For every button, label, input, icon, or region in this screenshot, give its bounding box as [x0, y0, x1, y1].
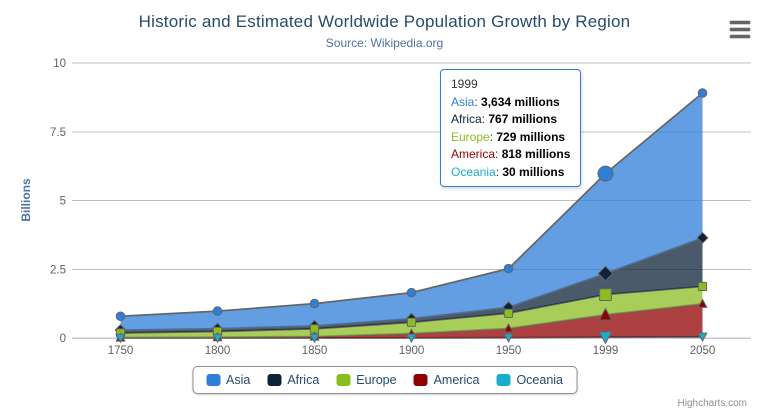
- data-point-europe-1999[interactable]: [599, 288, 612, 302]
- yaxis-title: Billions: [19, 178, 33, 222]
- data-point-america-1999[interactable]: [598, 307, 613, 321]
- data-point-asia-2050[interactable]: [697, 88, 708, 98]
- series-area-africa[interactable]: [120, 237, 703, 333]
- credits-link[interactable]: Highcharts.com: [677, 398, 747, 409]
- tooltip-series-value: 729 millions: [496, 129, 566, 144]
- tooltip-series-name: Europe: [451, 129, 490, 144]
- legend-symbol-icon: [336, 374, 351, 386]
- legend-symbol-icon: [267, 374, 282, 386]
- legend-item-africa[interactable]: Africa: [267, 373, 319, 387]
- xaxis-label: 1850: [302, 345, 328, 357]
- xaxis-label: 2050: [690, 345, 716, 357]
- data-point-oceania-1850[interactable]: [309, 333, 320, 344]
- yaxis-label: 5: [60, 196, 66, 208]
- tooltip-series-value: 818 millions: [501, 147, 571, 161]
- data-point-asia-1750[interactable]: [115, 311, 126, 322]
- data-point-asia-1800[interactable]: [212, 306, 223, 316]
- xaxis-label: 1900: [399, 345, 425, 357]
- tooltip-series-name: Asia: [451, 94, 475, 109]
- data-point-oceania-1900[interactable]: [406, 333, 417, 344]
- tooltip-row-asia: Asia: 3,634 millions: [451, 94, 560, 109]
- yaxis-label: 7.5: [50, 127, 66, 139]
- chart-title: Historic and Estimated Worldwide Populat…: [138, 12, 631, 31]
- legend-item-oceania[interactable]: Oceania: [496, 373, 563, 387]
- tooltip-series-value: 3,634 millions: [481, 94, 560, 109]
- export-context-menu-button[interactable]: [730, 21, 750, 38]
- tooltip-row-america: America: 818 millions: [451, 147, 571, 161]
- legend-symbol-icon: [206, 374, 220, 386]
- data-point-africa-1999[interactable]: [597, 265, 614, 282]
- hamburger-icon: [730, 21, 750, 25]
- data-point-africa-2050[interactable]: [696, 231, 709, 244]
- xaxis-label: 1750: [108, 345, 134, 357]
- series-area-america[interactable]: [120, 303, 703, 338]
- legend: Asia Africa Europe America Oceania: [192, 366, 577, 394]
- data-point-oceania-2050[interactable]: [697, 332, 708, 343]
- tooltip-header: 1999: [451, 77, 478, 91]
- tooltip: 1999 Asia: 3,634 millions Africa: 767 mil…: [440, 69, 582, 187]
- xaxis-label: 1999: [593, 345, 619, 357]
- legend-item-asia[interactable]: Asia: [206, 373, 250, 387]
- tooltip-row-africa: Africa: 767 millions: [451, 112, 558, 126]
- data-point-asia-1999[interactable]: [597, 165, 614, 182]
- yaxis-label: 2.5: [50, 264, 66, 276]
- tooltip-row-europe: Europe: 729 millions: [451, 129, 566, 144]
- data-point-asia-1950[interactable]: [503, 263, 514, 274]
- legend-symbol-icon: [496, 374, 511, 386]
- tooltip-series-name: America: [451, 147, 496, 161]
- data-point-europe-1900[interactable]: [406, 317, 417, 327]
- legend-label: Europe: [356, 373, 397, 387]
- data-point-europe-1950[interactable]: [503, 308, 514, 318]
- tooltip-series-value: 767 millions: [488, 112, 558, 126]
- tooltip-row-oceania: Oceania: 30 millions: [451, 164, 565, 179]
- hamburger-icon: [730, 27, 750, 32]
- tooltip-series-value: 30 millions: [502, 164, 565, 179]
- tooltip-series-name: Oceania: [451, 164, 496, 179]
- legend-symbol-icon: [413, 374, 428, 386]
- data-point-asia-1850[interactable]: [309, 298, 320, 309]
- chart-subtitle: Source: Wikipedia.org: [325, 36, 444, 50]
- legend-label: America: [433, 373, 480, 387]
- legend-label: Africa: [287, 373, 320, 387]
- data-point-oceania-1800[interactable]: [212, 333, 223, 344]
- xaxis-label: 1800: [205, 345, 231, 357]
- hamburger-icon: [730, 34, 750, 38]
- legend-item-europe[interactable]: Europe: [336, 373, 397, 387]
- yaxis-label: 10: [53, 58, 66, 70]
- data-point-oceania-1999[interactable]: [598, 331, 613, 345]
- legend-label: Asia: [226, 373, 251, 387]
- data-point-america-1950[interactable]: [503, 322, 514, 333]
- data-point-asia-1900[interactable]: [406, 287, 417, 298]
- legend-item-america[interactable]: America: [413, 373, 480, 387]
- xaxis-label: 1950: [496, 345, 522, 357]
- data-point-america-2050[interactable]: [697, 298, 708, 308]
- series-area-asia[interactable]: [120, 93, 703, 331]
- yaxis-label: 0: [60, 333, 66, 345]
- tooltip-series-name: Africa: [451, 112, 482, 126]
- data-point-europe-2050[interactable]: [697, 281, 708, 292]
- legend-label: Oceania: [516, 373, 563, 387]
- data-point-oceania-1950[interactable]: [503, 333, 514, 343]
- data-point-oceania-1750[interactable]: [115, 333, 126, 344]
